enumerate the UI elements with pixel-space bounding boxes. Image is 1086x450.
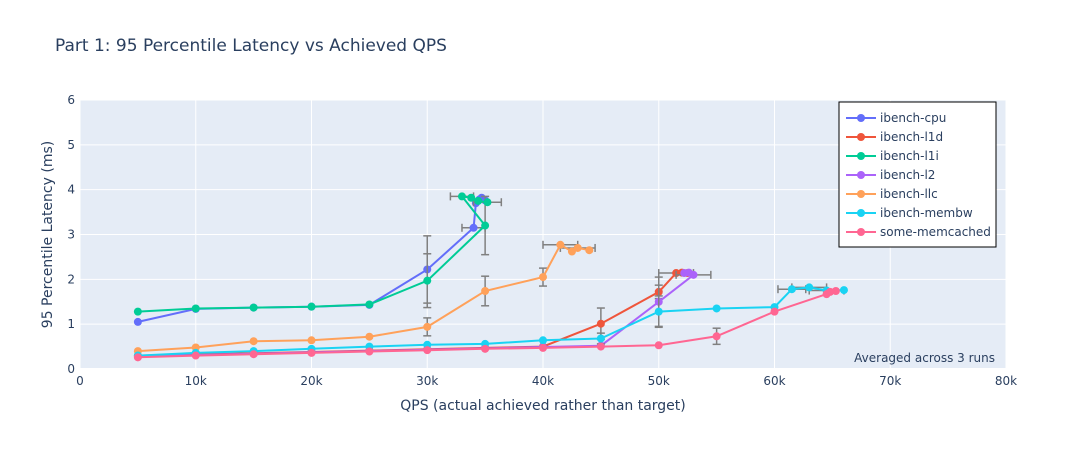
data-point	[423, 346, 432, 355]
data-point	[712, 332, 721, 341]
legend-marker	[857, 228, 865, 236]
data-point	[481, 286, 490, 295]
legend-marker	[857, 209, 865, 217]
legend-label: ibench-cpu	[880, 111, 946, 125]
legend-item-ibench-l1d: ibench-l1d	[846, 130, 943, 144]
data-point	[596, 319, 605, 328]
y-tick-label: 2	[67, 272, 75, 286]
series-ibench-l1i	[133, 192, 503, 316]
data-point	[481, 221, 490, 230]
data-point	[457, 192, 466, 201]
data-point	[805, 283, 814, 292]
data-point	[474, 196, 483, 205]
chart-title: Part 1: 95 Percentile Latency vs Achieve…	[55, 36, 447, 56]
legend-label: ibench-l1i	[880, 149, 939, 163]
legend-label: ibench-membw	[880, 206, 973, 220]
data-point	[556, 240, 565, 249]
series-layer	[133, 192, 848, 362]
data-point	[133, 307, 142, 316]
legend: ibench-cpu ibench-l1d ibench-l1i ibench-l2 i…	[838, 101, 997, 248]
legend-item-ibench-membw: ibench-membw	[846, 206, 973, 220]
series-some-memcached	[133, 286, 840, 362]
legend-item-ibench-cpu: ibench-cpu	[846, 111, 946, 125]
legend-label: ibench-l2	[880, 168, 935, 182]
y-tick-label: 1	[67, 317, 75, 331]
data-point	[481, 344, 490, 353]
legend-marker	[857, 190, 865, 198]
x-tick-label: 60k	[763, 374, 785, 388]
x-tick-label: 30k	[416, 374, 438, 388]
data-point	[539, 336, 547, 345]
annotation-text: Averaged across 3 runs	[854, 351, 995, 365]
data-point	[567, 247, 576, 256]
legend-label: some-memcached	[880, 225, 991, 239]
data-point	[483, 198, 492, 207]
data-point	[467, 193, 476, 202]
data-point	[365, 332, 374, 341]
data-point	[249, 303, 258, 312]
x-tick-label: 80k	[995, 374, 1017, 388]
data-point	[585, 246, 594, 255]
x-tick-label: 40k	[532, 374, 554, 388]
y-tick-label: 0	[67, 362, 75, 376]
data-point	[307, 336, 316, 345]
data-point	[539, 343, 547, 352]
data-point	[307, 302, 316, 311]
data-point	[423, 276, 432, 285]
data-point	[596, 334, 605, 343]
legend-item-ibench-l1i: ibench-l1i	[846, 149, 939, 163]
data-point	[133, 317, 142, 326]
series-ibench-llc	[133, 240, 596, 356]
data-point	[469, 223, 478, 232]
data-point	[133, 353, 142, 362]
data-point	[654, 341, 663, 350]
legend-marker	[857, 133, 865, 141]
data-point	[839, 286, 848, 295]
data-point	[249, 350, 258, 359]
y-tick-label: 6	[67, 93, 75, 107]
legend-item-ibench-llc: ibench-llc	[846, 187, 938, 201]
data-point	[680, 269, 689, 278]
x-tick-label: 70k	[879, 374, 901, 388]
data-point	[539, 273, 547, 282]
data-point	[307, 348, 316, 357]
y-axis-title: 95 Percentile Latency (ms)	[40, 141, 56, 328]
x-tick-label: 50k	[648, 374, 670, 388]
legend-label: ibench-llc	[880, 187, 938, 201]
data-point	[770, 307, 779, 316]
y-tick-label: 3	[67, 228, 75, 242]
legend-marker	[857, 171, 865, 179]
legend-label: ibench-l1d	[880, 130, 943, 144]
legend-item-some-memcached: some-memcached	[846, 225, 991, 239]
data-point	[423, 322, 432, 331]
legend-marker	[857, 152, 865, 160]
y-tick-label: 5	[67, 138, 75, 152]
data-point	[654, 307, 663, 316]
y-tick-label: 4	[67, 183, 75, 197]
data-point	[826, 287, 835, 296]
legend-marker	[857, 114, 865, 122]
data-point	[191, 304, 200, 313]
x-tick-label: 0	[76, 374, 84, 388]
data-point	[365, 347, 374, 356]
data-point	[191, 351, 200, 360]
data-point	[573, 243, 582, 252]
tick-labels: 0 10k 20k 30k 40k 50k 60k 70k 80k 0 1 2 3 4 5 6	[67, 93, 1017, 388]
x-axis-title: QPS (actual achieved rather than target)	[400, 398, 686, 414]
data-point	[712, 304, 721, 313]
x-tick-label: 20k	[300, 374, 322, 388]
x-tick-label: 10k	[185, 374, 207, 388]
series-line	[137, 286, 844, 357]
data-point	[365, 300, 374, 309]
legend-item-ibench-l2: ibench-l2	[846, 168, 935, 182]
data-point	[787, 285, 796, 294]
data-point	[249, 337, 258, 346]
data-point	[596, 342, 605, 351]
